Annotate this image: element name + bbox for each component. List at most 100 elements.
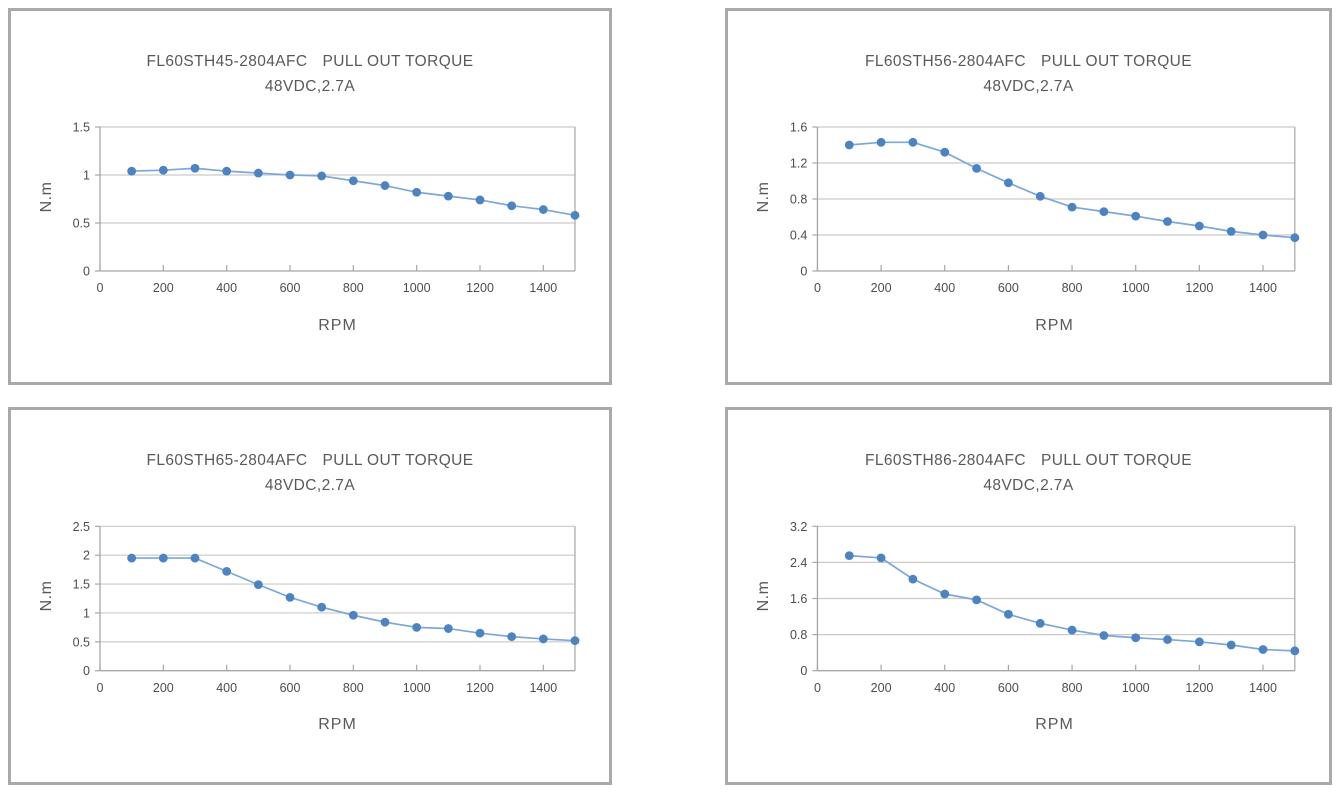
chart-title-text: PULL OUT TORQUE [322, 452, 474, 469]
data-point [1290, 233, 1300, 243]
chart-title-text: PULL OUT TORQUE [1041, 53, 1192, 70]
x-tick-label: 600 [280, 281, 301, 295]
data-point [844, 551, 854, 561]
data-point [1194, 637, 1204, 647]
data-point [570, 210, 580, 220]
data-point [317, 602, 327, 612]
x-tick-label: 0 [97, 281, 104, 295]
x-tick-label: 1400 [529, 681, 557, 695]
data-point [1099, 207, 1109, 217]
data-point [1003, 178, 1013, 188]
chart-panel-fl60sth45: FL60STH45-2804AFC PULL OUT TORQUE 48VDC,2… [8, 8, 612, 385]
chart-panel-fl60sth86: FL60STH86-2804AFC PULL OUT TORQUE 48VDC,2… [725, 407, 1332, 785]
data-point [222, 566, 232, 576]
x-tick-label: 0 [97, 681, 104, 695]
y-tick-label: 0 [83, 664, 90, 678]
y-tick-label: 1.5 [73, 121, 90, 135]
y-tick-label: 0.8 [790, 628, 807, 642]
y-tick-label: 2.4 [790, 556, 807, 570]
x-tick-label: 1000 [1122, 681, 1150, 695]
x-tick-label: 200 [153, 281, 174, 295]
torque-plot: 0 0.8 1.6 2.4 3.2 0 200 400 600 800 1000 1200 1400 [790, 520, 1300, 695]
data-point [253, 580, 263, 590]
x-tick-label: 200 [153, 681, 174, 695]
y-tick-label: 0.5 [73, 217, 90, 231]
x-tick-label: 400 [216, 281, 237, 295]
data-point [1131, 633, 1141, 643]
data-point [1035, 191, 1045, 201]
data-point [443, 191, 453, 201]
chart-subtitle: 48VDC,2.7A [264, 78, 356, 95]
data-point [844, 140, 854, 150]
x-tick-label: 800 [343, 681, 364, 695]
chart-model: FL60STH86-2804AFC [864, 452, 1026, 469]
data-point [127, 166, 137, 176]
y-tick-label: 1 [83, 169, 90, 183]
torque-plot: 0 0.5 1 1.5 0 200 400 600 800 1000 1200 1400 [73, 121, 580, 295]
data-point [443, 624, 453, 633]
data-point [1003, 609, 1013, 619]
x-tick-label: 600 [280, 681, 301, 695]
chart-title-line1: FL60STH45-2804AFC PULL OUT TORQUE [11, 49, 609, 74]
data-point [127, 553, 137, 563]
data-point [412, 622, 422, 632]
data-point [1226, 640, 1236, 650]
y-tick-label: 0 [800, 265, 807, 279]
data-point [1099, 631, 1109, 640]
data-point [348, 176, 358, 186]
data-point [570, 636, 580, 646]
x-axis-title: RPM [1035, 317, 1074, 334]
x-tick-label: 0 [814, 281, 821, 295]
chart-title-line1: FL60STH56-2804AFC PULL OUT TORQUE [728, 49, 1329, 74]
data-point [908, 574, 918, 584]
x-tick-label: 1200 [1185, 681, 1213, 695]
chart-title: FL60STH45-2804AFC PULL OUT TORQUE 48VDC,2… [11, 49, 609, 99]
torque-curve [131, 557, 576, 642]
chart-panel-fl60sth65: FL60STH65-2804AFC PULL OUT TORQUE 48VDC,2… [8, 407, 612, 785]
chart-title: FL60STH56-2804AFC PULL OUT TORQUE 48VDC,2… [728, 49, 1329, 99]
chart-title: FL60STH65-2804AFC PULL OUT TORQUE 48VDC,2… [11, 448, 609, 498]
chart-model: FL60STH56-2804AFC [864, 53, 1026, 70]
data-point [876, 137, 886, 147]
x-tick-label: 200 [871, 281, 892, 295]
data-point [348, 610, 358, 620]
y-tick-label: 1.6 [790, 121, 807, 135]
data-point [1163, 635, 1172, 644]
data-point [1194, 221, 1204, 231]
x-tick-label: 800 [343, 281, 364, 295]
chart-subtitle: 48VDC,2.7A [264, 477, 356, 494]
y-tick-label: 0.5 [73, 635, 90, 649]
data-point [317, 171, 327, 181]
x-tick-label: 1400 [1249, 681, 1277, 695]
data-point [1258, 645, 1268, 654]
data-point [285, 170, 295, 180]
x-tick-label: 200 [871, 681, 892, 695]
x-tick-label: 1000 [403, 281, 431, 295]
chart-title-text: PULL OUT TORQUE [322, 53, 474, 70]
chart-title-text: PULL OUT TORQUE [1041, 452, 1192, 469]
x-tick-label: 1400 [1249, 281, 1277, 295]
data-point [253, 168, 263, 178]
data-point [412, 187, 422, 197]
data-point [1067, 202, 1077, 212]
data-point [190, 553, 200, 563]
x-tick-label: 800 [1062, 281, 1083, 295]
y-tick-label: 1.6 [790, 592, 807, 606]
data-point [972, 595, 981, 605]
data-point [158, 165, 168, 175]
data-point [940, 147, 950, 157]
x-axis-title: RPM [318, 317, 357, 334]
data-point [380, 181, 390, 190]
data-point [538, 205, 548, 214]
y-tick-label: 2 [83, 549, 90, 563]
torque-curve [849, 554, 1295, 652]
x-tick-label: 600 [998, 681, 1019, 695]
chart-title-line1: FL60STH65-2804AFC PULL OUT TORQUE [11, 448, 609, 473]
y-tick-label: 0.8 [790, 193, 807, 207]
chart-subtitle: 48VDC,2.7A [983, 78, 1074, 95]
chart-title: FL60STH86-2804AFC PULL OUT TORQUE 48VDC,2… [728, 448, 1329, 498]
torque-plot: 0 0.5 1 1.5 2 2.5 0 200 400 600 800 1000 1200 1400 [73, 520, 580, 695]
torque-plot: 0 0.4 0.8 1.2 1.6 0 200 400 600 800 1000 1200 1400 [790, 121, 1300, 295]
data-point [507, 632, 517, 642]
x-tick-label: 1400 [529, 281, 557, 295]
